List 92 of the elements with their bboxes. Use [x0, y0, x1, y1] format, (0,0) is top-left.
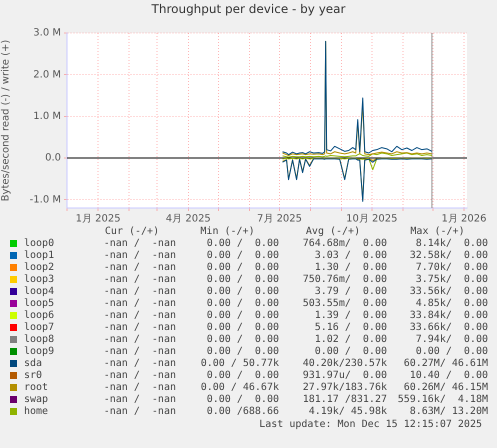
text: 40.20k/230.57k	[302, 358, 387, 370]
text: -nan / -nan	[102, 394, 176, 406]
legend-label: loop7	[24, 322, 56, 334]
text: -nan / -nan	[102, 238, 176, 250]
text: -nan / -nan	[102, 298, 176, 310]
legend-label: loop2	[24, 262, 56, 274]
text: 1.02 / 0.00	[314, 334, 387, 346]
text: 0.00 / 0.00	[314, 346, 387, 358]
text: 33.66k/ 0.00	[408, 322, 488, 334]
text: 33.56k/ 0.00	[408, 286, 488, 298]
text: -nan / -nan	[102, 358, 176, 370]
text: -nan / -nan	[102, 274, 176, 286]
text: 0.00 / 0.00	[206, 298, 279, 310]
text: 3.79 / 0.00	[314, 286, 387, 298]
text: 1.39 / 0.00	[314, 310, 387, 322]
text: 27.97k/183.76k	[302, 382, 387, 394]
text: 0.00 / 0.00	[206, 286, 279, 298]
text: Max (-/+)	[409, 226, 466, 238]
text: -nan / -nan	[102, 322, 176, 334]
legend-label: loop0	[24, 238, 56, 250]
legend-label: swap	[24, 394, 50, 406]
text: 931.97u/ 0.00	[302, 370, 387, 382]
text: -nan / -nan	[102, 346, 176, 358]
text: 0.00 / 46.67k	[200, 382, 279, 394]
text: 4.19k/ 45.98k	[308, 406, 387, 418]
text: -nan / -nan	[102, 250, 176, 262]
text: 503.55m/ 0.00	[302, 298, 387, 310]
text: 10.40 / 0.00	[408, 370, 488, 382]
text: Cur (-/+)	[104, 226, 160, 238]
text: -nan / -nan	[102, 286, 176, 298]
legend-label: loop1	[24, 250, 56, 262]
chart-title: Throughput per device - by year	[150, 2, 346, 16]
text: 0.00 /688.66	[206, 406, 279, 418]
text: 0.00 / 0.00	[414, 346, 488, 358]
legend-label: loop6	[24, 310, 56, 322]
text: 0.00 / 0.00	[206, 262, 279, 274]
text: 764.68m/ 0.00	[302, 238, 387, 250]
y-tick-label: 0.0	[45, 152, 61, 164]
text: 0.00 / 50.77k	[200, 358, 279, 370]
x-tick-label: 4月 2025	[166, 214, 211, 225]
text: 0.00 / 0.00	[206, 250, 279, 262]
x-tick-label: 10月 2025	[346, 214, 398, 225]
text: 7.94k/ 0.00	[414, 334, 488, 346]
text: -nan / -nan	[102, 370, 176, 382]
y-axis-title: Bytes/second read (-) / write (+)	[0, 40, 12, 202]
text: 3.03 / 0.00	[314, 250, 387, 262]
text: -nan / -nan	[102, 406, 176, 418]
y-tick-label: 2.0 M	[33, 69, 61, 80]
legend-label: sr0	[24, 370, 44, 382]
text: -nan / -nan	[102, 334, 176, 346]
text: Min (-/+)	[199, 226, 256, 238]
text: 0.00 / 0.00	[206, 394, 279, 406]
text: 8.14k/ 0.00	[414, 238, 488, 250]
text: 0.00 / 0.00	[206, 310, 279, 322]
text: 7.70k/ 0.00	[414, 262, 488, 274]
text: 0.00 / 0.00	[206, 334, 279, 346]
text: -nan / -nan	[102, 310, 176, 322]
text: 60.26M/ 46.15M	[402, 382, 488, 394]
legend-label: home	[24, 406, 50, 418]
text: 33.84k/ 0.00	[408, 310, 488, 322]
text: 8.63M/ 13.20M	[408, 406, 488, 418]
text: 750.76m/ 0.00	[302, 274, 387, 286]
legend-label: loop3	[24, 274, 56, 286]
x-tick-label: 1月 2026	[441, 214, 486, 225]
legend-label: loop4	[24, 286, 56, 298]
text: 3.75k/ 0.00	[414, 274, 488, 286]
legend-label: sda	[24, 358, 44, 370]
text: 0.00 / 0.00	[206, 274, 279, 286]
text: 181.17 /831.27	[302, 394, 387, 406]
text: 4.85k/ 0.00	[414, 298, 488, 310]
text: Avg (-/+)	[304, 226, 362, 238]
text: 0.00 / 0.00	[206, 238, 279, 250]
legend-label: loop8	[24, 334, 56, 346]
y-tick-label: -1.0 M	[30, 194, 61, 206]
legend-label: loop9	[24, 346, 56, 358]
x-tick-label: 1月 2025	[76, 214, 121, 225]
text: 32.58k/ 0.00	[408, 250, 488, 262]
legend-label: loop5	[24, 298, 56, 310]
text: 1.30 / 0.00	[314, 262, 387, 274]
text: 559.16k/ 4.18M	[396, 394, 488, 406]
text: Last update: Mon Dec 15 12:15:07 2025	[259, 419, 482, 430]
text: 60.27M/ 46.61M	[402, 358, 488, 370]
text: 0.00 / 0.00	[206, 322, 279, 334]
y-tick-label: 3.0 M	[33, 28, 61, 39]
x-tick-label: 7月 2025	[257, 214, 302, 225]
text: 0.00 / 0.00	[206, 346, 279, 358]
y-tick-label: 1.0 M	[33, 110, 61, 122]
text: -nan / -nan	[102, 262, 176, 274]
legend-label: root	[24, 382, 50, 394]
text: 0.00 / 0.00	[206, 370, 279, 382]
text: 5.16 / 0.00	[314, 322, 387, 334]
text: -nan / -nan	[102, 382, 176, 394]
